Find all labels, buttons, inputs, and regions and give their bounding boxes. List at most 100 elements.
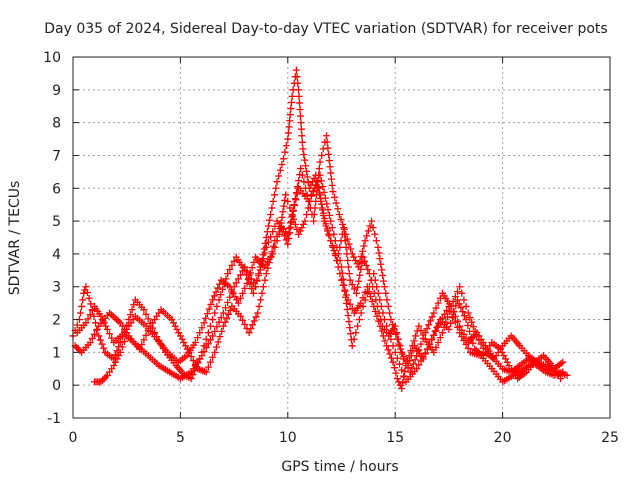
data-point [90, 312, 98, 320]
data-point [322, 132, 330, 140]
data-point [250, 258, 258, 266]
data-point [345, 270, 353, 278]
x-tick-label: 0 [69, 430, 78, 446]
data-point [255, 271, 263, 279]
data-point [95, 332, 103, 340]
data-point [419, 334, 427, 342]
data-point [361, 296, 369, 304]
data-point [256, 266, 264, 274]
data-point [284, 240, 292, 248]
data-point [370, 270, 378, 278]
data-point [359, 247, 367, 255]
data-point [438, 314, 446, 322]
data-point [86, 311, 94, 319]
data-point [468, 318, 476, 326]
data-point [419, 353, 427, 361]
data-point [434, 299, 442, 307]
data-point [299, 220, 307, 228]
data-point [377, 260, 385, 268]
data-point [350, 285, 358, 293]
data-point [128, 306, 136, 314]
data-point [447, 319, 455, 327]
data-point [187, 375, 195, 383]
data-point [328, 224, 336, 232]
data-point [286, 111, 294, 119]
data-point [460, 337, 468, 345]
data-point [217, 291, 225, 299]
data-point [299, 145, 307, 153]
data-point [386, 309, 394, 317]
data-point [320, 217, 328, 225]
data-point [362, 261, 370, 269]
data-point [406, 357, 414, 365]
data-point [298, 224, 306, 232]
data-point [394, 335, 402, 343]
data-point [303, 211, 311, 219]
data-point [252, 283, 260, 291]
data-point [74, 345, 82, 353]
data-point [317, 177, 325, 185]
data-point [294, 79, 302, 87]
data-point [456, 329, 464, 337]
data-point [86, 339, 94, 347]
data-point [342, 299, 350, 307]
data-point [204, 340, 212, 348]
data-point [436, 318, 444, 326]
data-point [261, 276, 269, 284]
data-point [392, 369, 400, 377]
data-point [281, 232, 289, 240]
data-point [372, 237, 380, 245]
data-point [344, 312, 352, 320]
data-point [413, 365, 421, 373]
data-point [352, 329, 360, 337]
data-point [144, 315, 152, 323]
data-point [228, 261, 236, 269]
y-tick-label: 10 [43, 50, 61, 66]
data-point [88, 307, 96, 315]
data-point [286, 219, 294, 227]
data-point [243, 279, 251, 287]
data-point [249, 321, 257, 329]
data-point [464, 344, 472, 352]
data-point [386, 350, 394, 358]
data-point [200, 348, 208, 356]
data-point [203, 310, 211, 318]
data-point [267, 233, 275, 241]
data-point [209, 316, 217, 324]
data-point [288, 213, 296, 221]
data-point [261, 249, 269, 257]
data-point [432, 304, 440, 312]
data-point [278, 160, 286, 168]
data-point [264, 264, 272, 272]
data-point [246, 280, 254, 288]
data-point [417, 357, 425, 365]
data-point [310, 217, 318, 225]
data-point [343, 250, 351, 258]
data-point [322, 222, 330, 230]
data-point [194, 334, 202, 342]
data-point [462, 340, 470, 348]
data-point [453, 323, 461, 331]
data-point [395, 378, 403, 386]
data-point [380, 283, 388, 291]
data-point [441, 310, 449, 318]
data-point [417, 340, 425, 348]
data-point [355, 316, 363, 324]
data-point [214, 284, 222, 292]
data-point [323, 138, 331, 146]
data-point [366, 222, 374, 230]
data-point [340, 224, 348, 232]
data-point [99, 376, 107, 384]
data-point [340, 230, 348, 238]
data-point [376, 296, 384, 304]
data-point [312, 197, 320, 205]
data-point [348, 281, 356, 289]
data-point [79, 296, 87, 304]
data-point [298, 171, 306, 179]
data-point [262, 270, 270, 278]
data-point [466, 327, 474, 335]
data-point [78, 302, 86, 310]
data-point [559, 358, 567, 366]
data-point [269, 242, 277, 250]
data-point [310, 187, 318, 195]
